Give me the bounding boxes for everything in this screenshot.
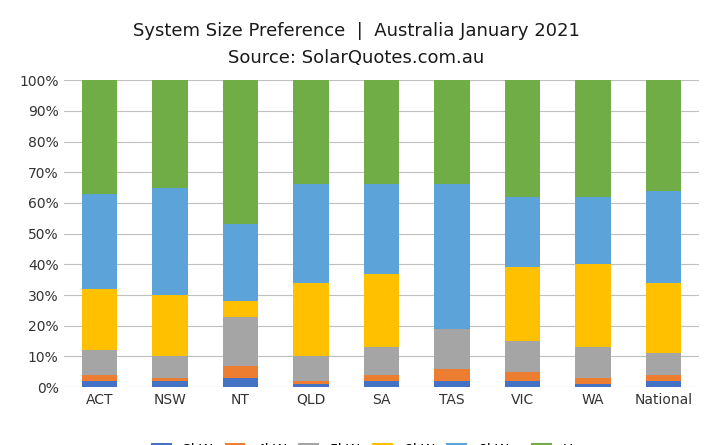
Bar bbox=[153, 295, 188, 356]
Bar bbox=[222, 80, 258, 224]
Bar bbox=[293, 80, 329, 185]
Bar bbox=[646, 353, 681, 375]
Bar bbox=[293, 384, 329, 387]
Bar bbox=[153, 188, 188, 295]
Bar bbox=[434, 80, 470, 185]
Bar bbox=[364, 80, 399, 185]
Bar bbox=[575, 378, 610, 384]
Bar bbox=[646, 80, 681, 190]
Bar bbox=[293, 185, 329, 283]
Bar bbox=[364, 375, 399, 381]
Bar bbox=[646, 375, 681, 381]
Bar bbox=[82, 289, 117, 350]
Bar bbox=[82, 375, 117, 381]
Bar bbox=[364, 347, 399, 375]
Bar bbox=[82, 350, 117, 375]
Bar bbox=[505, 267, 540, 341]
Bar bbox=[153, 378, 188, 381]
Bar bbox=[505, 381, 540, 387]
Bar bbox=[222, 366, 258, 378]
Bar bbox=[153, 381, 188, 387]
Bar bbox=[82, 80, 117, 194]
Bar bbox=[575, 347, 610, 378]
Bar bbox=[434, 381, 470, 387]
Legend: 3kW, 4kW, 5kW, 6kW, 6kW+, Unsure: 3kW, 4kW, 5kW, 6kW, 6kW+, Unsure bbox=[151, 443, 612, 445]
Bar bbox=[293, 356, 329, 381]
Bar bbox=[575, 80, 610, 197]
Bar bbox=[222, 378, 258, 387]
Bar bbox=[505, 197, 540, 267]
Bar bbox=[293, 381, 329, 384]
Bar bbox=[434, 185, 470, 329]
Bar bbox=[646, 190, 681, 283]
Bar bbox=[153, 80, 188, 188]
Bar bbox=[293, 283, 329, 356]
Text: Source: SolarQuotes.com.au: Source: SolarQuotes.com.au bbox=[228, 49, 485, 67]
Bar bbox=[364, 185, 399, 274]
Bar bbox=[82, 381, 117, 387]
Bar bbox=[646, 381, 681, 387]
Bar bbox=[575, 384, 610, 387]
Bar bbox=[646, 283, 681, 353]
Bar bbox=[82, 194, 117, 289]
Bar bbox=[505, 80, 540, 197]
Bar bbox=[434, 329, 470, 369]
Bar bbox=[505, 372, 540, 381]
Bar bbox=[575, 264, 610, 347]
Bar bbox=[434, 369, 470, 381]
Bar bbox=[153, 356, 188, 378]
Bar bbox=[364, 274, 399, 347]
Bar bbox=[364, 381, 399, 387]
Bar bbox=[222, 316, 258, 366]
Text: System Size Preference  |  Australia January 2021: System Size Preference | Australia Janua… bbox=[133, 22, 580, 40]
Bar bbox=[575, 197, 610, 264]
Bar bbox=[222, 301, 258, 316]
Bar bbox=[505, 341, 540, 372]
Bar bbox=[222, 224, 258, 301]
